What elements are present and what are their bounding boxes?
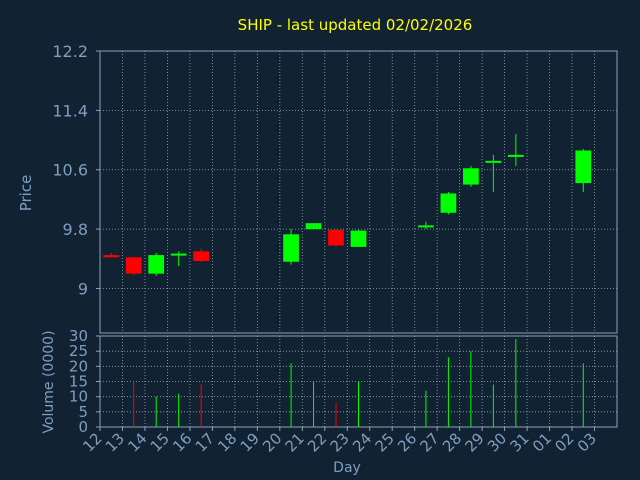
candle-body [283,234,299,262]
volume-tick-label: 5 [78,403,88,421]
candle-body [575,150,592,184]
candle-body [193,251,210,262]
day-axis-label: Day [333,460,361,476]
candle-body [305,223,322,230]
candle-body [125,257,142,274]
volume-tick-label: 20 [69,357,88,375]
candle-body [350,230,367,247]
candle-body [440,193,457,213]
candle-body [463,168,479,185]
volume-tick-label: 25 [69,342,88,360]
candle-body [170,253,187,256]
candle-body [485,160,502,163]
candle-body [148,255,165,274]
price-tick-label: 9.8 [63,220,88,239]
candle-body [418,225,434,228]
volume-tick-label: 0 [78,418,88,436]
volume-tick-label: 15 [69,373,88,391]
price-tick-label: 11.4 [52,101,88,120]
price-tick-label: 12.2 [52,42,88,61]
price-panel: 9 9.8 10.6 11.4 12.2 [52,42,618,334]
price-tick-label: 9 [78,279,88,298]
price-plot-frame [99,50,618,334]
chart-title: SHIP - last updated 02/02/2026 [238,16,473,34]
candle-body [328,229,344,246]
volume-axis-label: Volume (0000) [41,330,57,433]
candle-body [507,154,524,157]
volume-tick-label: 30 [69,327,88,345]
price-tick-label: 10.6 [52,161,88,180]
candle-body [103,255,120,258]
volume-tick-label: 10 [69,388,88,406]
price-axis-label: Price [17,175,35,212]
